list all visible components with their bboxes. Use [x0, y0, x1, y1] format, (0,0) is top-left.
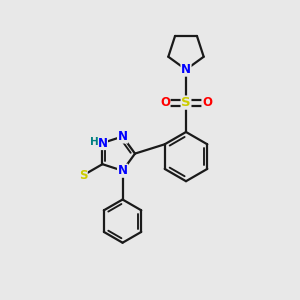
Text: S: S	[181, 96, 191, 109]
Text: N: N	[181, 63, 191, 76]
Text: N: N	[118, 164, 128, 177]
Text: S: S	[79, 169, 87, 182]
Text: O: O	[202, 96, 212, 109]
Text: N: N	[118, 130, 128, 143]
Text: N: N	[98, 136, 107, 149]
Text: O: O	[160, 96, 170, 109]
Text: H: H	[90, 136, 98, 146]
